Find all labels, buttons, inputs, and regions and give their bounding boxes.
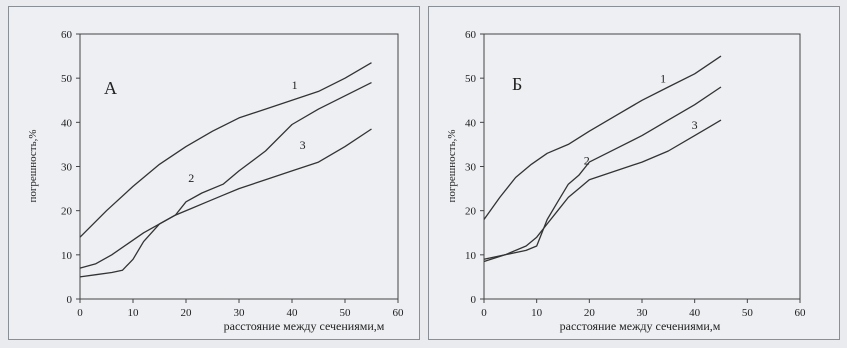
y-axis-label: погрешность,%: [446, 129, 458, 202]
series-line-2: [483, 86, 722, 263]
x-tick-label: 20: [181, 307, 193, 319]
x-tick-label: 60: [393, 307, 405, 319]
y-tick-label: 40: [465, 117, 477, 129]
y-tick-label: 10: [465, 250, 477, 262]
plot-area: [483, 33, 801, 300]
curve-label: 2: [188, 171, 194, 185]
curve-label: 1: [660, 72, 666, 86]
y-tick-label: 30: [465, 162, 477, 174]
y-tick-label: 0: [471, 294, 477, 306]
x-tick-label: 50: [340, 307, 352, 319]
x-axis-label: расстояние между сечениями,м: [560, 319, 721, 333]
x-tick-label: 0: [481, 307, 487, 319]
y-tick-label: 30: [61, 162, 73, 174]
panel-a-frame: [8, 6, 420, 340]
y-tick-label: 20: [465, 206, 477, 218]
curve-label: 1: [292, 78, 298, 92]
series-line-1: [79, 62, 372, 238]
y-tick-label: 0: [67, 294, 73, 306]
x-tick-label: 40: [287, 307, 299, 319]
panel-label: А: [104, 78, 117, 98]
x-tick-label: 0: [77, 307, 83, 319]
y-tick-label: 20: [61, 206, 73, 218]
x-tick-label: 20: [584, 307, 596, 319]
x-tick-label: 10: [128, 307, 140, 319]
y-tick-label: 50: [61, 73, 73, 85]
y-tick-label: 60: [61, 29, 73, 41]
curve-label: 3: [300, 138, 306, 152]
y-tick-label: 60: [465, 29, 477, 41]
series-line-3: [483, 119, 722, 260]
curve-label: 3: [692, 118, 698, 132]
x-tick-label: 60: [795, 307, 807, 319]
x-tick-label: 40: [689, 307, 701, 319]
x-tick-label: 30: [234, 307, 246, 319]
x-axis-label: расстояние между сечениями,м: [224, 319, 385, 333]
series-line-3: [79, 128, 372, 269]
x-tick-label: 50: [742, 307, 754, 319]
x-tick-label: 30: [637, 307, 649, 319]
curve-label: 2: [584, 153, 590, 167]
plot-area: [79, 33, 399, 300]
y-tick-label: 40: [61, 117, 73, 129]
panel-b-frame: [428, 6, 840, 340]
y-axis-label: погрешность,%: [27, 129, 39, 202]
y-tick-label: 50: [465, 73, 477, 85]
series-line-1: [483, 55, 722, 220]
panel-label: Б: [512, 74, 522, 94]
y-tick-label: 10: [61, 250, 73, 262]
x-tick-label: 10: [531, 307, 543, 319]
series-line-2: [79, 82, 372, 278]
